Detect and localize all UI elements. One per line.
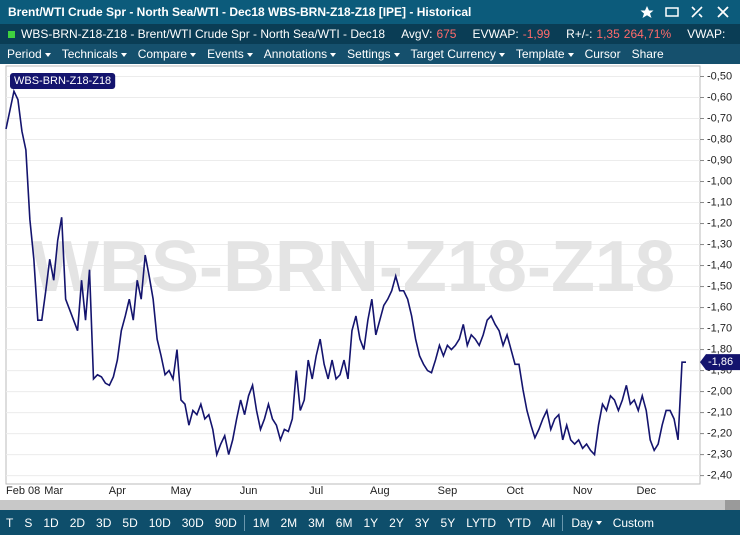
- x-tick-label: Aug: [370, 485, 390, 497]
- x-tick-label: Jun: [240, 485, 258, 497]
- last-value-label: -1,86: [708, 356, 733, 368]
- instrument: WBS-BRN-Z18-Z18 - Brent/WTI Crude Spr - …: [21, 27, 386, 41]
- y-tick-label: -1,50: [707, 280, 732, 292]
- period-button[interactable]: 2M: [280, 515, 298, 530]
- scrollbar[interactable]: [0, 500, 725, 510]
- x-tick-label: Sep: [438, 485, 458, 497]
- minimize-icon[interactable]: [665, 7, 679, 17]
- y-tick-label: -0,60: [707, 91, 732, 103]
- title-bar: Brent/WTI Crude Spr - North Sea/WTI - De…: [0, 0, 740, 24]
- y-tick-label: -1,60: [707, 301, 732, 313]
- y-tick-label: -2,20: [707, 427, 732, 439]
- period-button[interactable]: Custom: [612, 515, 655, 530]
- series-name: WBS-BRN-Z18-Z18: [14, 75, 111, 87]
- x-tick-label: Mar: [44, 485, 63, 497]
- y-tick-label: -2,40: [707, 470, 732, 482]
- period-button[interactable]: 3M: [308, 515, 325, 530]
- status-indicator: [8, 30, 15, 38]
- detach-icon[interactable]: [691, 6, 703, 18]
- menu-item[interactable]: Settings: [347, 47, 399, 61]
- close-icon[interactable]: [717, 6, 729, 18]
- x-tick-label: May: [171, 485, 192, 497]
- info-label: R+/-:: [566, 27, 593, 41]
- watermark: WBS-BRN-Z18-Z18: [31, 227, 675, 307]
- series-tag: WBS-BRN-Z18-Z18: [10, 73, 116, 89]
- menu-item[interactable]: Technicals: [62, 47, 127, 61]
- separator: [243, 514, 245, 531]
- window-title: Brent/WTI Crude Spr - North Sea/WTI - De…: [8, 5, 472, 19]
- window-icons: [640, 6, 729, 18]
- period-button[interactable]: 5Y: [440, 515, 456, 530]
- period-button[interactable]: 6M: [335, 515, 353, 530]
- y-tick-label: -2,00: [707, 385, 732, 397]
- menu-item[interactable]: Compare: [138, 47, 196, 61]
- period-button[interactable]: All: [542, 515, 556, 530]
- x-tick-label: Apr: [109, 485, 126, 497]
- period-button[interactable]: 90D: [214, 515, 237, 530]
- period-button[interactable]: Day: [571, 516, 601, 530]
- favorite-icon[interactable]: [640, 6, 654, 18]
- period-button[interactable]: 1Y: [363, 515, 379, 530]
- menu-item[interactable]: Template: [516, 47, 574, 61]
- y-tick-label: -1,10: [707, 196, 732, 208]
- y-tick-label: -2,30: [707, 448, 732, 460]
- y-tick-label: -1,30: [707, 238, 732, 250]
- y-tick-label: -0,80: [707, 133, 732, 145]
- period-button[interactable]: 2D: [69, 515, 86, 530]
- info-value: 675: [436, 27, 457, 41]
- y-tick-label: -1,70: [707, 322, 732, 334]
- info-bar: WBS-BRN-Z18-Z18 - Brent/WTI Crude Spr - …: [0, 24, 740, 44]
- menu-item[interactable]: Events: [207, 47, 253, 61]
- info-label: EVWAP:: [472, 27, 519, 41]
- info-value: 1,35: [596, 27, 620, 41]
- period-button[interactable]: 3Y: [414, 515, 430, 530]
- y-tick-label: -2,10: [707, 406, 732, 418]
- period-button[interactable]: 10D: [148, 515, 171, 530]
- info-label: AvgV:: [401, 27, 433, 41]
- info-value: -1,99: [522, 27, 551, 41]
- menu-item[interactable]: Cursor: [584, 47, 621, 61]
- x-tick-label: Oct: [506, 485, 523, 497]
- menu-bar: Period Technicals Compare Events Annotations…: [0, 44, 740, 64]
- menu-item[interactable]: Target Currency: [411, 47, 505, 61]
- x-tick-label: Dec: [636, 485, 656, 497]
- price-line: [5, 88, 686, 458]
- separator: [562, 514, 564, 531]
- info-label: VWAP:: [687, 27, 726, 41]
- y-tick-label: -1,40: [707, 259, 732, 271]
- y-tick-label: -1,20: [707, 217, 732, 229]
- period-button[interactable]: T: [6, 515, 14, 530]
- series-tag-bg: [10, 73, 116, 89]
- x-tick-label: Jul: [309, 485, 323, 497]
- period-button[interactable]: LYTD: [466, 515, 497, 530]
- period-button[interactable]: 1M: [252, 515, 270, 530]
- period-button[interactable]: S: [24, 515, 33, 530]
- period-button[interactable]: 2Y: [389, 515, 404, 530]
- period-button[interactable]: YTD: [507, 515, 532, 530]
- scrollbar-button[interactable]: [725, 500, 740, 510]
- menu-item[interactable]: Period: [7, 47, 51, 61]
- period-button[interactable]: 5D: [122, 515, 138, 530]
- x-tick-label: Feb 08: [6, 485, 40, 497]
- menu-item[interactable]: Share: [631, 47, 664, 61]
- period-button[interactable]: 3D: [96, 515, 112, 530]
- y-tick-label: -1,00: [707, 175, 732, 187]
- x-tick-label: Nov: [573, 485, 593, 497]
- y-tick-label: -1,80: [707, 343, 732, 355]
- period-bar: T S 1D 2D 3D 5D 10D 30D 90D 1M 2M 3M 6M 1Y 2Y 3Y 5Y LYTD Y…: [0, 510, 740, 535]
- plot-area: [5, 65, 701, 485]
- period-button[interactable]: 1D: [43, 515, 59, 530]
- y-tick-label: -0,70: [707, 112, 732, 124]
- last-value-tag: [700, 354, 740, 371]
- y-tick-label: -0,50: [707, 70, 732, 82]
- y-tick-label: -0,90: [707, 154, 732, 166]
- period-button[interactable]: 30D: [181, 515, 204, 530]
- info-value: 264,71%: [623, 27, 672, 41]
- chart: WBS-BRN-Z18-Z18 -0,50 -0,60 -0,70 -0,80 -0,9…: [0, 64, 740, 510]
- menu-item[interactable]: Annotations: [264, 47, 336, 61]
